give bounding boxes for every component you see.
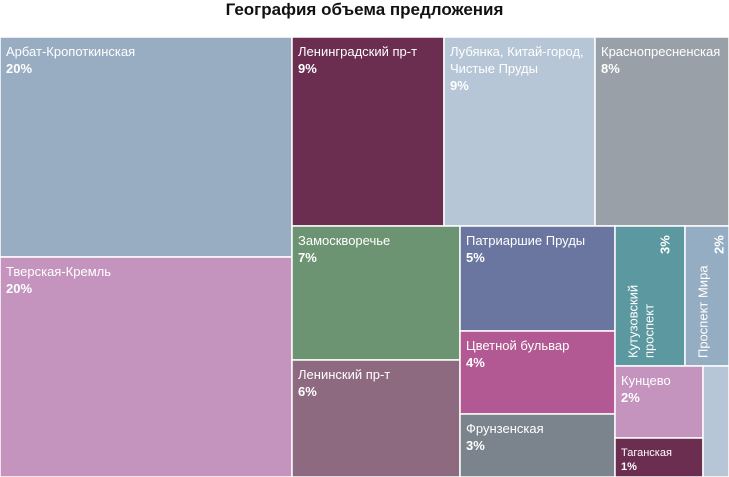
tile-value: 2% — [712, 235, 727, 254]
treemap-tile-rect — [291, 225, 461, 361]
tile-label: Проспект Мира — [696, 265, 711, 358]
tile-label: Краснопресненская — [601, 44, 720, 59]
treemap-tile: Ленинградский пр-т 9% — [291, 36, 445, 227]
chart-title: География объема предложения — [225, 0, 504, 19]
tile-value: 3% — [466, 438, 485, 453]
tile-label: проспект — [642, 304, 657, 358]
tile-label: Кунцево — [621, 373, 671, 388]
treemap-tile — [702, 365, 729, 477]
tile-value: 1% — [621, 461, 637, 473]
tile-value: 4% — [466, 355, 485, 370]
treemap-tile: Тверская-Кремль 20% — [0, 256, 293, 477]
treemap-tile-rect — [594, 36, 729, 227]
treemap-tile-rect — [291, 359, 461, 477]
tile-label: Фрунзенская — [466, 421, 544, 436]
treemap-tile-rect — [702, 365, 729, 477]
tile-value: 5% — [466, 250, 485, 265]
tile-label: Ленинградский пр-т — [298, 44, 417, 59]
treemap-tile: Замоскворечье 7% — [291, 225, 461, 361]
treemap-tile-rect — [459, 225, 616, 332]
tile-value: 20% — [6, 281, 32, 296]
tile-label: Кутузовский — [626, 285, 641, 358]
tile-label: Чистые Пруды — [450, 61, 538, 76]
treemap-tile-rect — [0, 256, 293, 477]
treemap-tile-rect — [0, 36, 293, 258]
treemap-tile: Цветной бульвар 4% — [459, 330, 616, 415]
treemap-tile: Кунцево 2% — [614, 365, 704, 439]
tile-label: Цветной бульвар — [466, 338, 569, 353]
tile-value: 9% — [450, 78, 469, 93]
treemap-tile: Таганская 1% — [614, 437, 704, 477]
treemap-tile-rect — [614, 365, 704, 439]
treemap-tile: Кутузовский проспект 3% — [614, 225, 686, 367]
tile-label: Лубянка, Китай-город, — [450, 44, 584, 59]
tile-label: Замоскворечье — [298, 233, 390, 248]
treemap-tile: Патриаршие Пруды 5% — [459, 225, 616, 332]
tile-label: Арбат-Кропоткинская — [6, 44, 135, 59]
tile-label: Ленинский пр-т — [298, 367, 390, 382]
treemap-tile-rect — [614, 437, 704, 477]
tile-value: 8% — [601, 61, 620, 76]
treemap-tile: Ленинский пр-т 6% — [291, 359, 461, 477]
treemap-tile: Арбат-Кропоткинская 20% — [0, 36, 293, 258]
tile-value: 2% — [621, 390, 640, 405]
tile-label: Тверская-Кремль — [6, 264, 111, 279]
treemap-tile: Фрунзенская 3% — [459, 413, 616, 477]
treemap-tile: Лубянка, Китай-город, Чистые Пруды 9% — [443, 36, 596, 227]
tile-value: 20% — [6, 61, 32, 76]
tile-value: 7% — [298, 250, 317, 265]
tile-value: 9% — [298, 61, 317, 76]
treemap-tile: Краснопресненская 8% — [594, 36, 729, 227]
tile-label: Патриаршие Пруды — [466, 233, 585, 248]
treemap-tile-rect — [684, 225, 729, 367]
tile-value: 6% — [298, 384, 317, 399]
tile-value: 3% — [658, 235, 673, 254]
tile-label: Таганская — [621, 447, 672, 459]
